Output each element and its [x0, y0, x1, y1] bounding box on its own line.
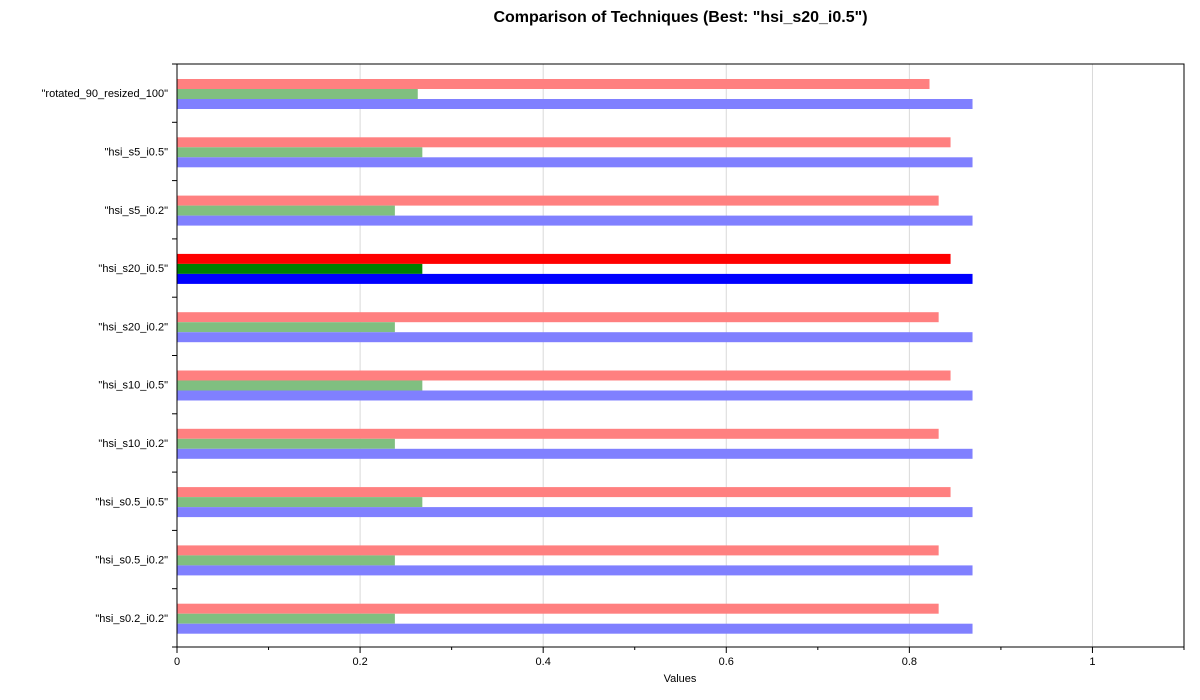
bar [177, 507, 973, 518]
bar [177, 613, 395, 624]
bar [177, 89, 418, 99]
bar [177, 555, 395, 566]
y-tick-label: "hsi_s10_i0.2" [98, 438, 168, 450]
y-tick-label: "hsi_s5_i0.5" [105, 146, 169, 158]
bar [177, 603, 939, 614]
bar [177, 215, 973, 226]
x-tick-label: 1 [1089, 656, 1095, 668]
y-tick-label: "hsi_s0.5_i0.5" [95, 496, 168, 508]
x-tick-label: 0.8 [902, 656, 917, 668]
bar [177, 195, 939, 206]
bar [177, 332, 973, 343]
axes: 0 0.2 0.4 0.6 0.8 1 "rotated_90_resized_100" "h… [42, 63, 1185, 668]
bar [177, 79, 930, 89]
bar [177, 273, 973, 284]
x-tick-label: 0.2 [352, 656, 367, 668]
bar [177, 497, 423, 508]
x-axis-label: Values [664, 673, 697, 685]
chart-title: Comparison of Techniques (Best: "hsi_s20… [493, 9, 868, 26]
bar [177, 438, 395, 449]
bar [177, 263, 423, 274]
bar [177, 380, 423, 391]
bar [177, 99, 973, 109]
bar [177, 312, 939, 323]
y-tick-label: "hsi_s20_i0.5" [98, 263, 168, 275]
bar [177, 205, 395, 216]
bar [177, 390, 973, 401]
x-tick-label: 0.6 [719, 656, 734, 668]
y-tick-label: "hsi_s0.2_i0.2" [95, 613, 168, 625]
bar [177, 253, 951, 264]
y-tick-label: "rotated_90_resized_100" [42, 88, 169, 100]
bar [177, 137, 951, 148]
y-tick-label: "hsi_s10_i0.5" [98, 380, 168, 392]
bar [177, 322, 395, 333]
y-tick-label: "hsi_s5_i0.2" [105, 205, 169, 217]
bar [177, 448, 973, 459]
bar [177, 370, 951, 381]
bar [177, 428, 939, 439]
bar [177, 545, 939, 556]
x-tick-label: 0 [174, 656, 180, 668]
bars [177, 79, 973, 634]
bar [177, 565, 973, 576]
bar [177, 487, 951, 498]
y-tick-label: "hsi_s0.5_i0.2" [95, 555, 168, 567]
grid-lines [359, 64, 1093, 647]
x-tick-label: 0.4 [536, 656, 551, 668]
bar [177, 623, 973, 634]
bar [177, 147, 423, 158]
y-tick-label: "hsi_s20_i0.2" [98, 321, 168, 333]
bar [177, 157, 973, 168]
